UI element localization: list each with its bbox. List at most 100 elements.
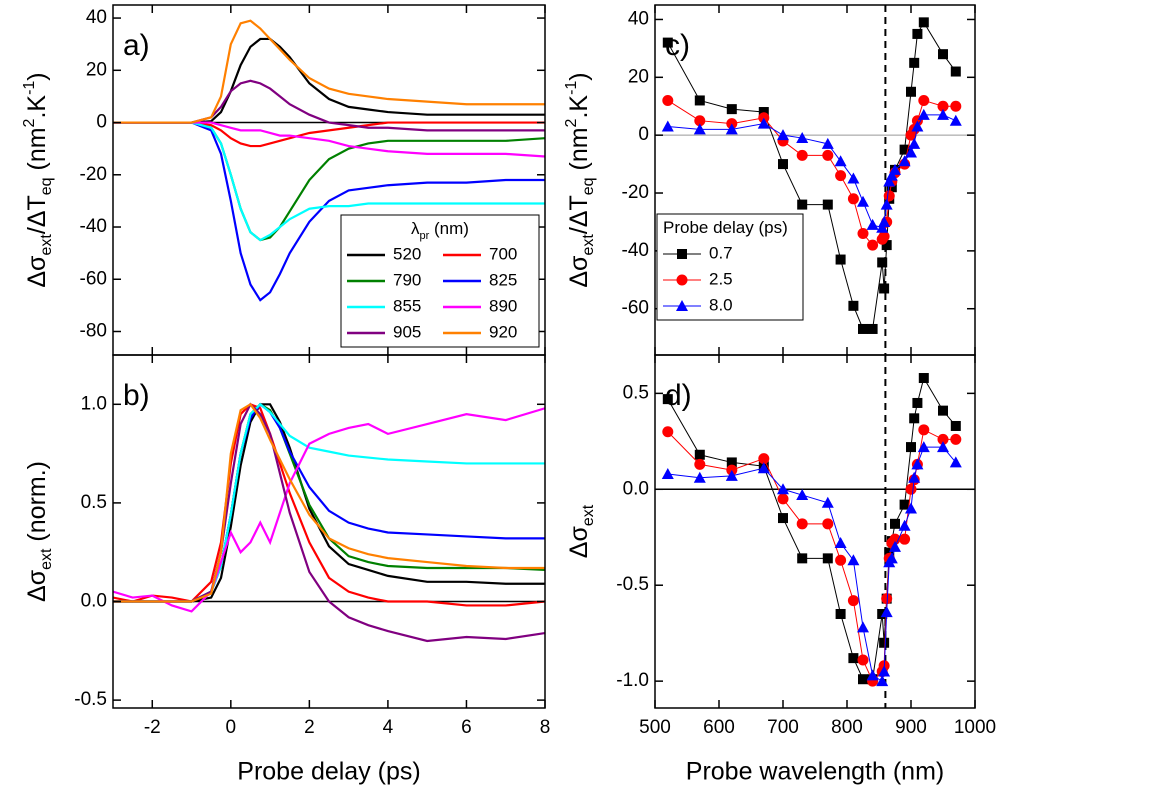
- x-tick-label: 0: [226, 717, 237, 738]
- marker: [848, 653, 859, 664]
- y-axis-label: Δσext/ΔTeq (nm2.K-1): [21, 72, 55, 287]
- x-axis-label: Probe wavelength (nm): [686, 758, 944, 786]
- series-line: [113, 402, 545, 603]
- text-part: ext: [38, 234, 55, 256]
- y-tick-label: -80: [80, 321, 107, 342]
- y-tick-label: -20: [80, 164, 107, 185]
- marker: [890, 518, 900, 529]
- panel-label: d): [665, 379, 692, 412]
- text-part: (nm): [429, 219, 469, 238]
- marker: [905, 483, 917, 495]
- marker: [834, 155, 847, 167]
- text-part: ext: [38, 548, 55, 570]
- frame: [112, 354, 546, 709]
- y-tick-label: 20: [628, 66, 649, 87]
- legend-label: 905: [393, 322, 421, 341]
- marker: [847, 595, 859, 607]
- marker: [876, 675, 889, 687]
- marker: [898, 155, 911, 167]
- y-tick-label: 0.5: [81, 492, 107, 513]
- marker: [899, 533, 911, 545]
- marker: [889, 163, 901, 175]
- text-part: ): [23, 72, 51, 80]
- marker: [867, 239, 879, 251]
- marker: [757, 117, 770, 129]
- marker: [912, 28, 923, 39]
- legend-label: 920: [489, 322, 517, 341]
- marker: [847, 193, 859, 205]
- marker: [725, 469, 738, 481]
- marker: [918, 373, 929, 384]
- text-part: -1: [563, 81, 580, 95]
- marker: [866, 669, 879, 681]
- x-tick-label: 1000: [954, 717, 996, 738]
- y-tick-label: -60: [622, 298, 649, 319]
- series-line: [113, 407, 545, 613]
- marker: [937, 108, 949, 120]
- text-part: eq: [38, 177, 55, 195]
- legend-label: 700: [489, 244, 517, 263]
- marker: [880, 606, 893, 618]
- y-tick-label: -0.5: [74, 689, 107, 710]
- marker: [918, 94, 930, 106]
- x-tick-label: 4: [383, 717, 394, 738]
- marker: [822, 199, 833, 210]
- marker: [757, 462, 770, 474]
- x-tick-label: 500: [639, 717, 671, 738]
- x-tick-label: 700: [767, 717, 799, 738]
- marker: [694, 458, 706, 470]
- marker: [726, 457, 737, 468]
- text-part: 2: [563, 118, 580, 127]
- marker: [694, 115, 706, 127]
- legend-label: 520: [393, 244, 421, 263]
- x-tick-label: 8: [540, 717, 551, 738]
- marker: [857, 654, 869, 666]
- marker: [758, 107, 769, 118]
- marker: [883, 190, 895, 202]
- marker: [950, 420, 961, 431]
- marker: [906, 86, 916, 97]
- y-tick-label: 0: [638, 124, 649, 145]
- series-line: [113, 19, 545, 124]
- marker: [877, 257, 888, 268]
- plot-area: [661, 17, 962, 334]
- y-axis-label: Δσext: [565, 504, 597, 558]
- marker: [835, 254, 846, 265]
- legend-title: Probe delay (ps): [663, 218, 788, 237]
- marker: [858, 674, 868, 685]
- marker: [877, 608, 888, 619]
- text-part: (nm: [23, 127, 51, 177]
- marker: [889, 540, 901, 552]
- text-part: ext: [580, 234, 597, 256]
- text-part: ext: [580, 504, 597, 526]
- text-part: eq: [580, 177, 597, 195]
- marker: [796, 518, 808, 530]
- marker: [662, 394, 673, 405]
- legend-label: 8.0: [709, 295, 733, 314]
- marker: [822, 149, 834, 161]
- y-tick-label: 0.0: [81, 591, 107, 612]
- legend-marker: [676, 300, 688, 311]
- marker: [662, 426, 674, 438]
- text-part: -1: [21, 81, 38, 95]
- y-tick-label: -40: [80, 216, 107, 237]
- text-part: λ: [411, 219, 420, 238]
- y-tick-label: 40: [628, 8, 649, 29]
- marker: [917, 108, 930, 120]
- marker: [911, 458, 924, 470]
- marker: [937, 100, 949, 112]
- marker: [911, 120, 924, 132]
- marker: [847, 172, 860, 184]
- plot-area: [113, 402, 545, 643]
- legend-label: 855: [393, 296, 421, 315]
- series-line: [113, 121, 545, 158]
- marker: [835, 608, 846, 619]
- plot-area: [113, 19, 545, 302]
- x-tick-label: 6: [461, 717, 472, 738]
- marker: [898, 519, 911, 531]
- marker: [848, 300, 859, 311]
- text-part: Δσ: [23, 255, 51, 288]
- marker: [661, 120, 674, 132]
- marker: [908, 471, 921, 483]
